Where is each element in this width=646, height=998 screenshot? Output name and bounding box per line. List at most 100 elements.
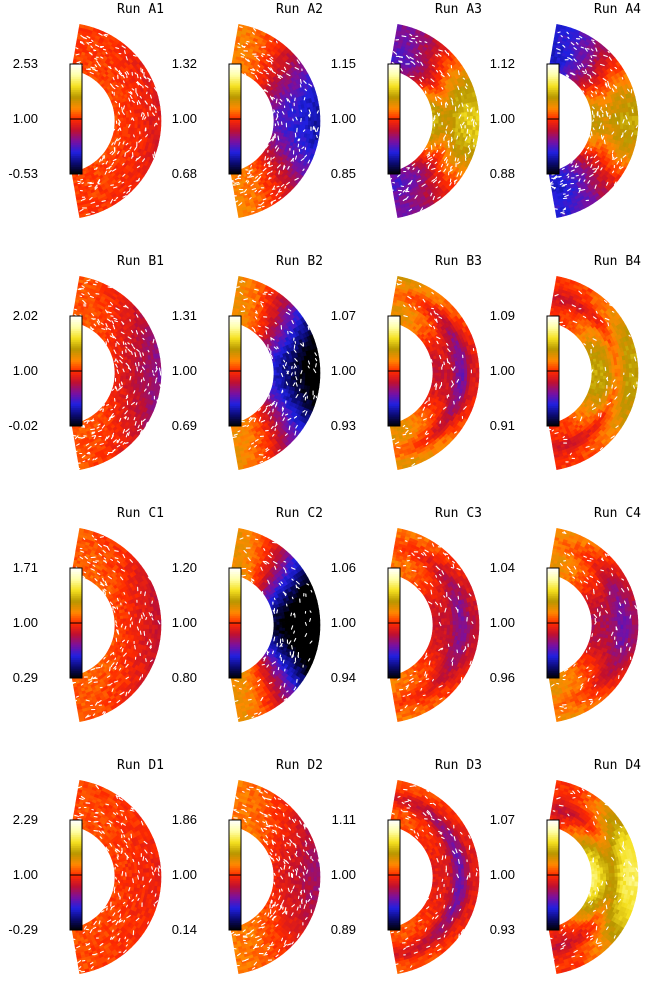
flow-vector [138, 139, 142, 143]
colorbar-segment [547, 100, 559, 103]
flow-vector [426, 154, 431, 158]
flow-vector [250, 68, 255, 71]
colorbar-segment [229, 139, 241, 142]
flow-vector [433, 153, 435, 157]
flow-vector [595, 47, 598, 52]
field-cell [123, 372, 127, 377]
field-cell [633, 130, 638, 136]
colorbar-segment [388, 166, 400, 169]
flow-vector [553, 187, 557, 190]
colorbar-segment [547, 109, 559, 113]
flow-vector [603, 96, 606, 100]
flow-vector [603, 139, 606, 145]
flow-vector [607, 50, 610, 54]
flow-vector [578, 35, 583, 39]
cbar-max-label: 1.32 [171, 56, 197, 71]
flow-vector [625, 115, 628, 120]
colorbar-segment [388, 115, 400, 118]
colorbar-segment [229, 120, 241, 124]
colorbar-segment [388, 131, 400, 135]
flow-vector [582, 90, 585, 93]
colorbar-segment [388, 157, 400, 160]
flow-vector [83, 198, 86, 201]
flow-vector [571, 72, 576, 76]
field-cell [146, 116, 150, 122]
flow-vector [250, 72, 255, 75]
flow-vector [600, 106, 602, 111]
flow-vector [619, 166, 624, 170]
flow-vector [400, 68, 403, 72]
colorbar-segment [70, 98, 82, 102]
flow-vector [457, 85, 460, 91]
flow-vector [129, 95, 133, 99]
flow-vector [415, 54, 419, 56]
colorbar-segment [229, 137, 241, 140]
flow-vector [262, 167, 267, 172]
colorbar-segment [70, 128, 82, 131]
colorbar-segment [229, 133, 241, 136]
colorbar-segment [229, 91, 241, 94]
flow-vector [581, 63, 584, 68]
flow-vector [620, 95, 624, 99]
flow-vector [435, 186, 438, 189]
flow-vector [277, 121, 280, 126]
colorbar-segment [547, 137, 559, 140]
flow-vector [269, 40, 273, 43]
colorbar-segment [388, 97, 400, 100]
flow-vector [286, 73, 291, 77]
flow-vector [290, 93, 292, 97]
flow-vector [263, 163, 266, 167]
flow-vector [553, 175, 558, 180]
flow-vector [578, 178, 581, 182]
flow-vector [440, 163, 444, 168]
colorbar-segment [388, 84, 400, 87]
flow-vector [256, 69, 259, 72]
colorbar-segment [547, 130, 559, 133]
field-cell [608, 120, 613, 125]
flow-vector [128, 184, 132, 187]
flow-vector [584, 69, 588, 73]
colorbar-segment [229, 153, 241, 157]
flow-vector [447, 140, 450, 143]
flow-vector [108, 170, 112, 174]
field-cell [632, 101, 638, 108]
colorbar-segment [70, 139, 82, 142]
colorbar-segment [70, 126, 82, 129]
flow-vector [230, 180, 235, 183]
flow-vector [126, 149, 130, 153]
flow-vector [582, 70, 585, 73]
flow-vector [601, 92, 604, 95]
meridional-slice-plot [69, 24, 162, 218]
flow-vector [294, 177, 299, 181]
flow-vector [419, 40, 422, 43]
flow-vector [316, 134, 318, 139]
field-shading [389, 24, 480, 218]
flow-vector [121, 181, 125, 184]
colorbar-segment [547, 120, 559, 124]
flow-vector [562, 44, 566, 48]
flow-vector [278, 170, 281, 175]
colorbar-segment [547, 142, 559, 146]
flow-vector [122, 75, 125, 79]
field-cell [475, 125, 480, 132]
flow-vector [592, 71, 597, 75]
flow-vector [111, 86, 116, 90]
field-cell [137, 116, 142, 122]
colorbar-segment [547, 166, 559, 169]
flow-vector [144, 100, 148, 105]
flow-vector [267, 54, 271, 56]
field-cell [631, 96, 637, 103]
field-cell [149, 120, 153, 126]
colorbar-segment [547, 150, 559, 153]
flow-vector [80, 178, 84, 181]
flow-vector [236, 183, 241, 186]
flow-vector [121, 106, 123, 112]
field-cell [143, 120, 147, 126]
colorbar-segment [388, 64, 400, 67]
flow-vector [270, 170, 273, 173]
flow-vector [580, 46, 584, 49]
flow-vector [434, 142, 436, 147]
flow-vector [449, 182, 452, 186]
flow-vectors [548, 31, 638, 215]
colorbar-segment [70, 124, 82, 127]
